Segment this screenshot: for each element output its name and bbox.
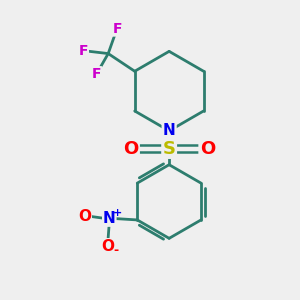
- Text: O: O: [123, 140, 139, 158]
- Text: F: F: [78, 44, 88, 58]
- Text: O: O: [200, 140, 215, 158]
- Text: S: S: [163, 140, 176, 158]
- Text: -: -: [113, 244, 118, 257]
- Text: F: F: [92, 67, 101, 81]
- Text: O: O: [78, 208, 91, 224]
- Text: O: O: [101, 239, 114, 254]
- Text: +: +: [113, 208, 122, 218]
- Text: N: N: [163, 123, 175, 138]
- Text: N: N: [103, 211, 116, 226]
- Text: F: F: [112, 22, 122, 35]
